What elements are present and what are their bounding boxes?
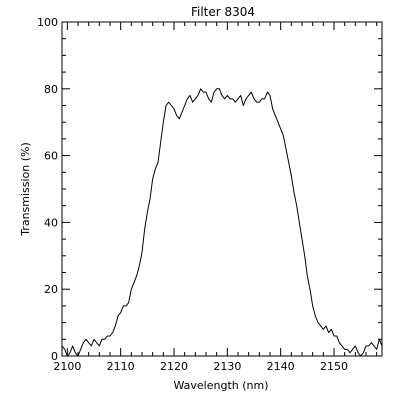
x-tick-label: 2140	[267, 360, 295, 373]
ticks-layer: 2100 2110 2120 2130 2140 2150 0 20 40 60 80 100	[37, 16, 382, 373]
x-tick-label: 2110	[107, 360, 135, 373]
x-tick-label: 2100	[53, 360, 81, 373]
plot-frame	[61, 21, 383, 357]
x-tick-label: 2120	[160, 360, 188, 373]
series-layer	[61, 88, 383, 357]
chart-title: Filter 8304	[191, 5, 255, 19]
y-tick-label: 40	[44, 216, 58, 229]
y-tick-label: 0	[51, 350, 58, 363]
y-tick-label: 20	[44, 283, 58, 296]
x-axis-label: Wavelength (nm)	[173, 379, 268, 392]
y-tick-label: 80	[44, 83, 58, 96]
y-tick-label: 100	[37, 16, 58, 29]
y-axis-label: Transmission (%)	[19, 142, 32, 237]
x-tick-label: 2130	[213, 360, 241, 373]
y-tick-label: 60	[44, 150, 58, 163]
x-tick-label: 2150	[320, 360, 348, 373]
transmission-series-line	[61, 88, 383, 357]
